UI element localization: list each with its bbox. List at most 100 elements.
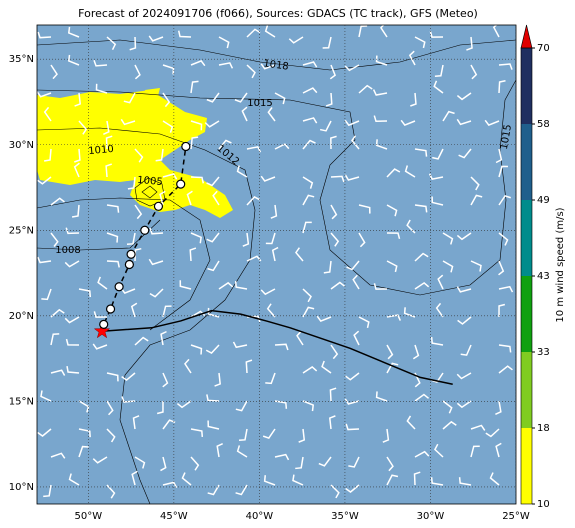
colorbar-segment: [521, 276, 532, 352]
wind-barb: [205, 344, 220, 354]
track-point: [99, 319, 109, 329]
wind-barb: [292, 474, 304, 486]
wind-barb: [43, 148, 52, 162]
wind-barb: [206, 232, 220, 243]
wind-barb: [456, 286, 472, 293]
wind-barbs: [36, 22, 514, 499]
y-tick-label: 15°N: [9, 396, 34, 407]
wind-barb: [37, 256, 52, 264]
wind-barb: [159, 190, 166, 206]
wind-barb: [386, 344, 394, 360]
wind-barb: [37, 31, 52, 39]
wind-barb: [414, 281, 430, 290]
wind-barb: [260, 175, 276, 182]
wind-barb: [295, 456, 304, 470]
wind-barb: [162, 120, 174, 133]
wind-barb: [437, 274, 444, 290]
y-tick-label: 25°N: [9, 225, 34, 236]
wind-barb: [434, 64, 444, 77]
wind-barb: [498, 285, 514, 293]
wind-barb: [265, 372, 276, 385]
wind-barb: [264, 25, 276, 38]
wind-barb: [322, 36, 332, 49]
wind-barb: [105, 135, 113, 150]
wind-barb: [235, 400, 248, 412]
wind-barb: [498, 232, 509, 246]
wind-barb: [162, 372, 169, 388]
wind-barb: [485, 428, 500, 438]
wind-barb: [64, 260, 80, 268]
wind-barb: [345, 423, 360, 431]
wind-barb: [37, 428, 52, 437]
isobars: [36, 39, 517, 505]
y-tick-label: 20°N: [9, 311, 34, 322]
wind-barb: [103, 120, 110, 136]
wind-barb: [498, 165, 508, 178]
wind-barb: [498, 80, 506, 94]
wind-barb: [498, 365, 513, 374]
wind-barb: [190, 232, 202, 244]
wind-barb: [50, 308, 65, 318]
wind-barb: [212, 190, 220, 206]
wind-barb: [155, 148, 164, 162]
wind-barb: [184, 358, 192, 374]
wind-barb: [134, 336, 149, 346]
wind-barb: [40, 390, 52, 402]
wind-barb: [92, 456, 108, 464]
colorbar-segment: [521, 48, 532, 124]
wind-barb: [442, 420, 457, 430]
wind-barb: [78, 445, 89, 458]
wind-barb: [179, 280, 192, 290]
wind-barb: [345, 372, 360, 381]
wind-barb: [246, 196, 261, 206]
wind-barb: [206, 176, 220, 187]
wind-barb: [414, 450, 430, 458]
wind-barb: [414, 36, 426, 49]
wind-barb: [242, 232, 250, 247]
wind-barb: [489, 472, 500, 486]
wind-barb: [386, 168, 401, 178]
wind-barb: [344, 64, 360, 72]
wind-barb: [95, 83, 108, 94]
wind-barb: [352, 274, 360, 290]
wind-barb: [302, 176, 314, 189]
wind-barb: [71, 204, 80, 218]
wind-barb: [386, 456, 394, 472]
colorbar-tick-label: 33: [537, 347, 550, 358]
wind-barb: [328, 415, 336, 430]
wind-barb: [129, 36, 137, 51]
wind-barb: [302, 366, 318, 374]
wind-barb: [236, 165, 248, 178]
wind-barb: [134, 64, 141, 80]
wind-barb: [466, 36, 473, 51]
wind-barb: [318, 456, 332, 467]
wind-barb: [121, 372, 136, 382]
isobar-label: 1010: [88, 144, 114, 157]
wind-barb: [413, 471, 421, 486]
x-tick-label: 35°W: [331, 511, 359, 522]
wind-barb: [302, 117, 318, 124]
wind-barb: [302, 288, 312, 303]
wind-barb: [36, 91, 52, 98]
wind-barb: [127, 176, 136, 190]
wind-barb: [470, 194, 483, 206]
wind-barb: [330, 344, 339, 360]
wind-barb: [50, 232, 59, 247]
wind-barb: [323, 260, 332, 274]
isobar-label: 1018: [263, 58, 290, 72]
wind-barb: [498, 344, 512, 353]
wind-barb: [456, 92, 472, 101]
wind-barb: [235, 484, 248, 496]
wind-barb: [386, 204, 398, 217]
wind-barb: [344, 174, 360, 181]
isobar-label: 1005: [137, 175, 163, 188]
wind-barb: [458, 148, 472, 159]
wind-barb: [204, 120, 220, 128]
wind-barb: [190, 120, 203, 131]
wind-barb: [358, 316, 370, 329]
wind-barb: [162, 305, 172, 318]
wind-barb: [106, 260, 120, 268]
wind-barb: [176, 400, 192, 409]
x-tick-label: 40°W: [246, 511, 274, 522]
wind-barb: [190, 136, 199, 150]
